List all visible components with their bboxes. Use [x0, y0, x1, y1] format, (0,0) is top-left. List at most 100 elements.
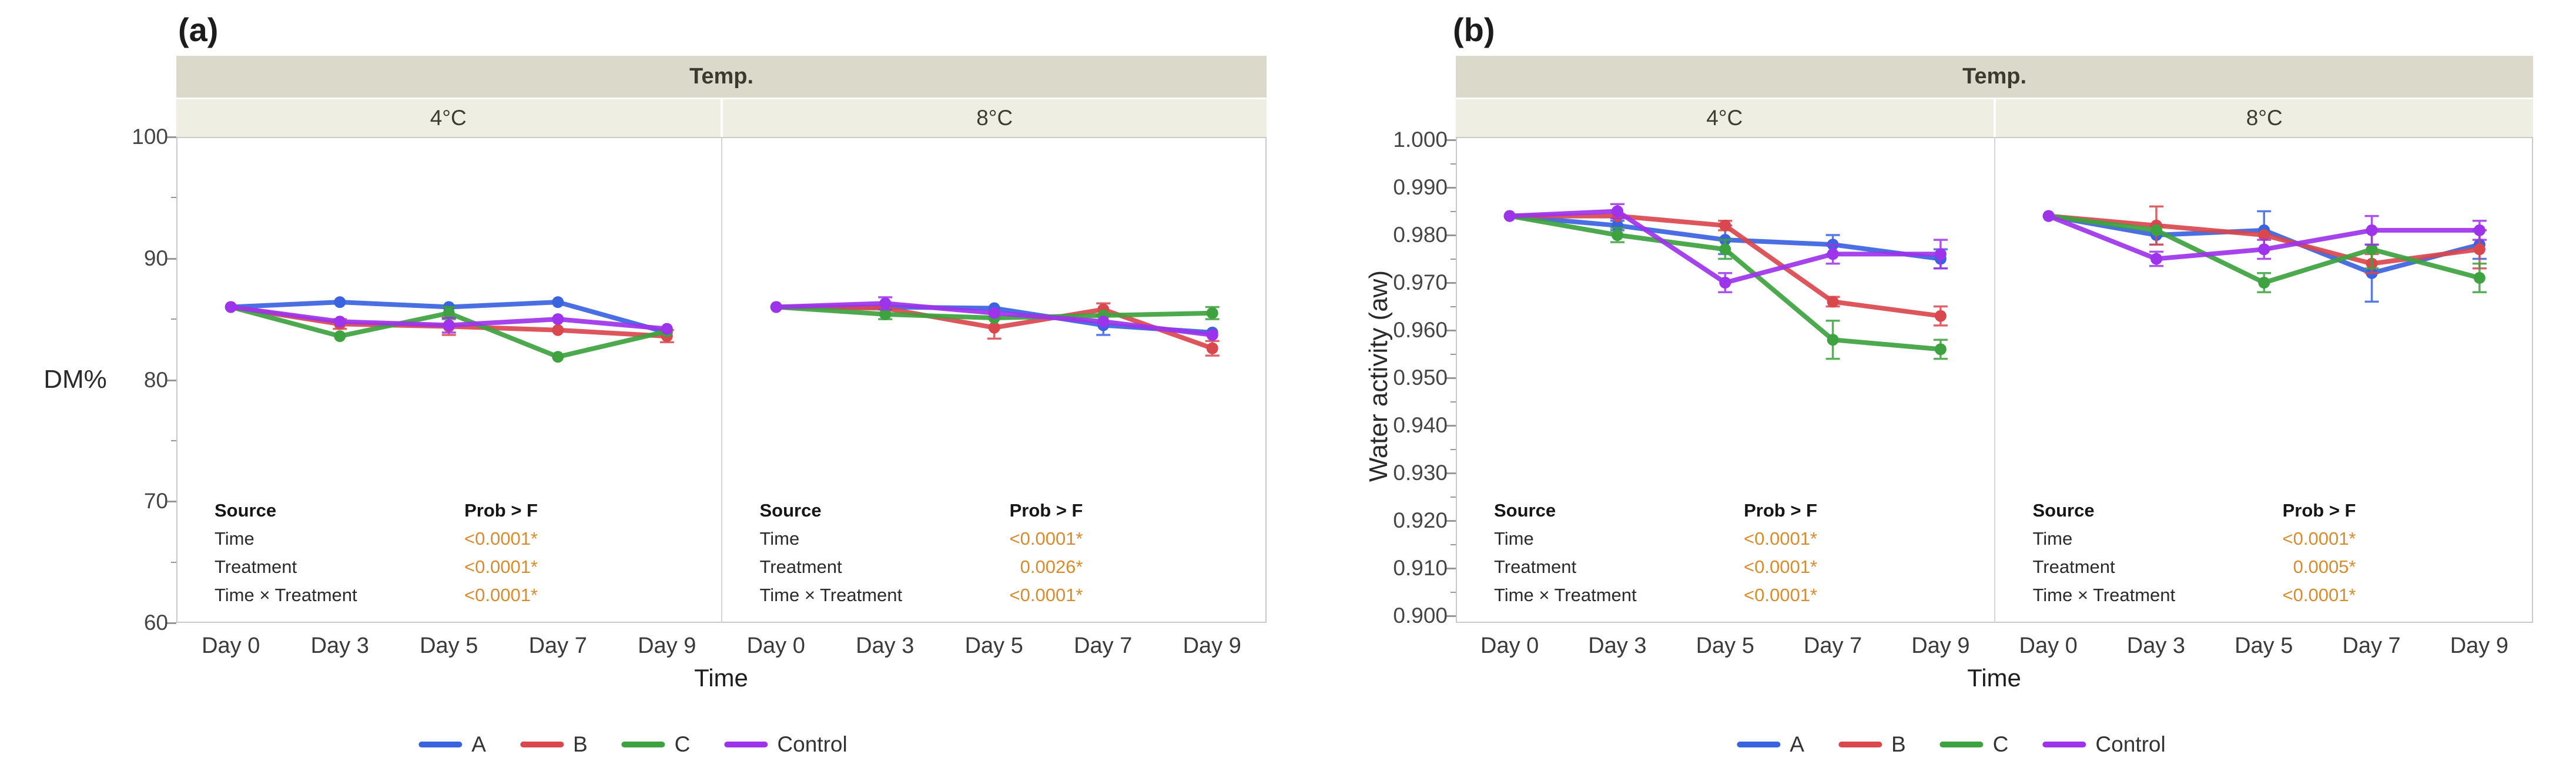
- stats-row: Time <0.0001*: [760, 525, 1083, 553]
- y-minor-tick: [1451, 163, 1456, 165]
- stats-prob-value: <0.0001*: [464, 528, 538, 549]
- stats-prob-header: Prob > F: [1009, 500, 1083, 521]
- stats-prob-header: Prob > F: [464, 500, 538, 521]
- stats-source: Time × Treatment: [2032, 585, 2176, 605]
- legend-item-control: Control: [724, 732, 847, 757]
- stats-source: Treatment: [759, 556, 842, 577]
- stats-header-row: Source Prob > F: [2033, 497, 2356, 525]
- stats-header-row: Source Prob > F: [215, 497, 538, 525]
- legend-label: B: [1891, 732, 1906, 756]
- x-tick-label: Day 7: [1074, 633, 1133, 658]
- stats-prob-value: <0.0001*: [1009, 585, 1083, 605]
- legend-label: A: [1790, 732, 1804, 756]
- y-tick-label: 0.990: [1393, 175, 1448, 199]
- x-tick-label: Day 3: [310, 633, 369, 658]
- legend-item-control: Control: [2042, 732, 2166, 757]
- legend-item-a: A: [418, 732, 486, 757]
- x-tick-label: Day 3: [1588, 633, 1647, 658]
- y-minor-tick: [1451, 591, 1456, 593]
- y-minor-tick: [1451, 258, 1456, 260]
- facet-divider: [721, 137, 722, 623]
- legend-label: C: [1992, 732, 2009, 756]
- x-tick-label: Day 0: [1480, 633, 1539, 658]
- anova-stats-4c: Source Prob > F Time <0.0001* Treatment <0.00…: [1494, 497, 1817, 609]
- stats-source: Treatment: [2032, 556, 2115, 577]
- x-tick-label: Day 7: [1803, 633, 1863, 658]
- y-tick-label: 0.900: [1393, 603, 1448, 628]
- stats-header-row: Source Prob > F: [1494, 497, 1817, 525]
- strip-temp-header: Temp.: [1456, 56, 2533, 98]
- y-minor-tick: [1451, 210, 1456, 212]
- legend-label: Control: [777, 732, 847, 756]
- y-tick-label: 0.960: [1393, 318, 1448, 342]
- y-major-tick: [1446, 187, 1456, 189]
- y-minor-tick: [171, 440, 176, 441]
- y-minor-tick: [1451, 353, 1456, 355]
- strip-temp-header: Temp.: [176, 56, 1267, 98]
- panel-b-x-axis-title: Time: [1967, 664, 2021, 692]
- stats-row: Treatment 0.0026*: [760, 553, 1083, 581]
- strip-facet-label-4c: 4°C: [176, 99, 721, 137]
- stats-prob-value: <0.0001*: [2282, 528, 2356, 549]
- strip-facet-label-8c: 8°C: [1995, 99, 2533, 137]
- stats-source-header: Source: [2032, 500, 2095, 521]
- y-major-tick: [167, 136, 176, 138]
- legend-swatch-icon: [621, 742, 665, 747]
- y-major-tick: [1446, 425, 1456, 427]
- y-major-tick: [167, 379, 176, 381]
- stats-row: Time <0.0001*: [2033, 525, 2356, 553]
- y-major-tick: [1446, 330, 1456, 331]
- y-minor-tick: [1451, 306, 1456, 307]
- x-tick-label: Day 9: [2450, 633, 2508, 658]
- stats-row: Time × Treatment <0.0001*: [215, 581, 538, 609]
- x-tick-label: Day 3: [2126, 633, 2186, 658]
- stats-prob-value: <0.0001*: [1744, 585, 1817, 605]
- x-tick-label: Day 5: [964, 633, 1023, 658]
- y-minor-tick: [1451, 448, 1456, 450]
- legend-item-b: B: [520, 732, 588, 757]
- stats-source: Time × Treatment: [215, 585, 357, 605]
- legend-item-a: A: [1737, 732, 1804, 757]
- legend-swatch-icon: [1838, 742, 1882, 747]
- legend: A B C Control: [401, 732, 864, 757]
- legend-item-b: B: [1838, 732, 1906, 757]
- x-tick-label: Day 0: [202, 633, 260, 658]
- stats-prob-value: <0.0001*: [464, 585, 538, 605]
- legend-label: B: [572, 732, 588, 756]
- stats-prob-value: 0.0005*: [2293, 556, 2356, 577]
- x-tick-label: Day 0: [746, 633, 805, 658]
- y-major-tick: [1446, 568, 1456, 569]
- stats-row: Treatment <0.0001*: [1494, 553, 1817, 581]
- x-tick-label: Day 7: [528, 633, 587, 658]
- x-tick-label: Day 9: [638, 633, 696, 658]
- stats-row: Time × Treatment <0.0001*: [2033, 581, 2356, 609]
- y-major-tick: [1446, 520, 1456, 522]
- y-tick-label: 0.940: [1393, 413, 1448, 437]
- stats-source: Treatment: [215, 556, 297, 577]
- y-minor-tick: [1451, 496, 1456, 498]
- legend-swatch-icon: [2042, 742, 2086, 747]
- y-tick-label: 0.910: [1393, 556, 1448, 580]
- y-major-tick: [1446, 234, 1456, 236]
- y-minor-tick: [1451, 544, 1456, 545]
- y-major-tick: [1446, 472, 1456, 474]
- stats-source-header: Source: [1494, 500, 1556, 521]
- strip-facet-label-4c: 4°C: [1456, 99, 1994, 137]
- stats-row: Time <0.0001*: [215, 525, 538, 553]
- panel-a-y-axis-title: DM%: [43, 365, 107, 394]
- stats-source: Time: [1494, 528, 1534, 549]
- y-tick-label: 0.970: [1393, 270, 1448, 294]
- stats-prob-header: Prob > F: [2282, 500, 2356, 521]
- x-tick-label: Day 5: [420, 633, 478, 658]
- legend-swatch-icon: [520, 742, 564, 747]
- anova-stats-4c: Source Prob > F Time <0.0001* Treatment <0.00…: [215, 497, 538, 609]
- legend-label: C: [674, 732, 691, 756]
- y-minor-tick: [171, 561, 176, 563]
- stats-prob-value: <0.0001*: [2282, 585, 2356, 605]
- strip-facet-label-8c: 8°C: [722, 99, 1267, 137]
- stats-prob-value: 0.0026*: [1020, 556, 1083, 577]
- panel-a-label: (a): [178, 11, 219, 48]
- legend: A B C Control: [1720, 732, 2182, 757]
- stats-source: Time: [2032, 528, 2073, 549]
